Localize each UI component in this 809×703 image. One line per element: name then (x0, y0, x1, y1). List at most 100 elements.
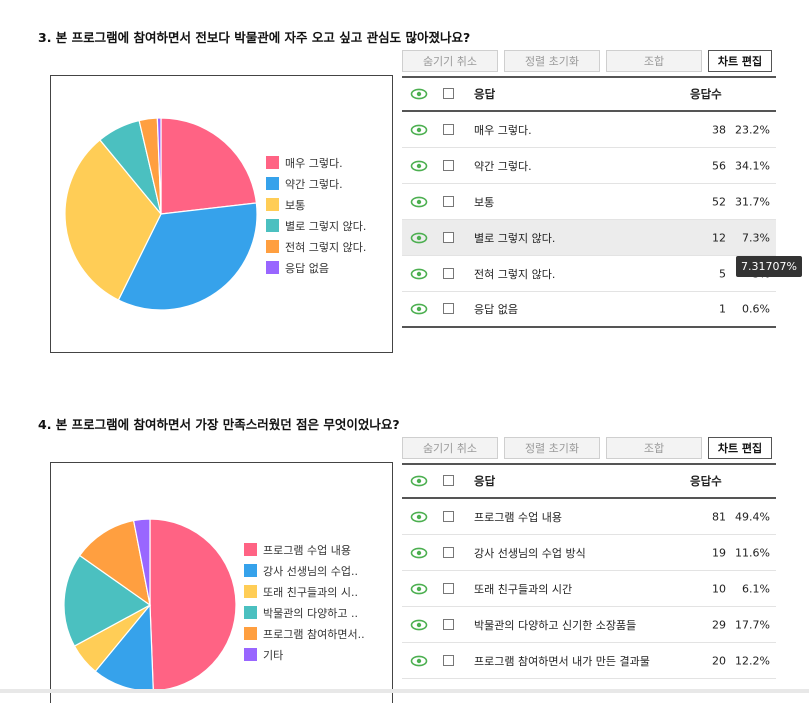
pie-chart-q4-svg (63, 518, 237, 692)
legend-item[interactable]: 매우 그렇다. (266, 152, 366, 173)
legend-swatch (266, 198, 279, 211)
pie-slice[interactable] (78, 519, 151, 607)
eye-icon[interactable] (410, 655, 428, 667)
row-checkbox[interactable] (443, 303, 454, 314)
pie-slice[interactable] (64, 139, 162, 301)
eye-icon[interactable] (410, 619, 428, 631)
response-table-q4: 응답 응답수 프로그램 수업 내용 81 49.4% 강사 선생님의 수업 방식… (402, 463, 776, 683)
row-checkbox[interactable] (443, 195, 454, 207)
row-label: 별로 그렇지 않다. (474, 231, 556, 245)
row-label: 약간 그렇다. (474, 159, 532, 173)
table-row[interactable]: 프로그램 참여하면서 내가 만든 결과물 20 12.2% (402, 643, 776, 679)
legend-label: 프로그램 참여하면서.. (263, 627, 365, 641)
legend-item[interactable]: 보통 (266, 194, 366, 215)
table-row[interactable]: 매우 그렇다. 38 23.2% (402, 112, 776, 148)
response-table-q3: 응답 응답수 매우 그렇다. 38 23.2% 약간 그렇다. 56 34.1%… (402, 76, 776, 330)
row-checkbox[interactable] (443, 159, 454, 171)
legend-item[interactable]: 강사 선생님의 수업.. (244, 560, 365, 581)
legend-item[interactable]: 프로그램 수업 내용 (244, 539, 365, 560)
row-count: 5 (719, 267, 726, 280)
pie-slice[interactable] (156, 117, 162, 215)
row-label: 프로그램 참여하면서 내가 만든 결과물 (474, 654, 650, 668)
legend-item[interactable]: 별로 그렇지 않다. (266, 215, 366, 236)
eye-icon[interactable] (410, 303, 428, 315)
row-checkbox[interactable] (443, 654, 454, 666)
edit-chart-button[interactable]: 차트 편집 (708, 437, 772, 459)
eye-icon[interactable] (410, 583, 428, 595)
row-count: 29 (712, 618, 726, 631)
table-row[interactable]: 프로그램 수업 내용 81 49.4% (402, 499, 776, 535)
eye-icon[interactable] (410, 511, 428, 523)
combine-button[interactable]: 조합 (606, 50, 702, 72)
table-row[interactable]: 박물관의 다양하고 신기한 소장품들 29 17.7% (402, 607, 776, 643)
table-row[interactable]: 보통 52 31.7% (402, 184, 776, 220)
row-checkbox[interactable] (443, 618, 454, 630)
legend-item[interactable]: 응답 없음 (266, 257, 366, 278)
eye-icon[interactable] (410, 124, 428, 136)
row-checkbox[interactable] (443, 510, 454, 522)
legend-item[interactable]: 전혀 그렇지 않다. (266, 236, 366, 257)
row-count: 10 (712, 582, 726, 595)
row-checkbox[interactable] (443, 123, 454, 135)
header-count[interactable]: 응답수 (690, 87, 722, 101)
legend-q3: 매우 그렇다. 약간 그렇다. 보통 별로 그렇지 않다. 전혀 그렇지 않다.… (266, 152, 366, 278)
select-all-checkbox[interactable] (443, 475, 454, 486)
pie-slice[interactable] (160, 117, 258, 215)
legend-item[interactable]: 약간 그렇다. (266, 173, 366, 194)
legend-swatch (244, 543, 257, 556)
eye-icon[interactable] (410, 160, 428, 172)
table-row-highlighted[interactable]: 별로 그렇지 않다. 12 7.3% (402, 220, 776, 256)
row-percent: 31.7% (735, 195, 770, 208)
row-percent: 6.1% (742, 582, 770, 595)
table-row[interactable]: 전혀 그렇지 않다. 5 3% (402, 256, 776, 292)
table-row[interactable]: 응답 없음 1 0.6% (402, 292, 776, 328)
eye-icon[interactable] (410, 268, 428, 280)
legend-item[interactable]: 기타 (244, 644, 365, 665)
eye-icon[interactable] (410, 232, 428, 244)
row-label: 또래 친구들과의 시간 (474, 582, 573, 596)
sort-reset-button[interactable]: 정렬 초기화 (504, 437, 600, 459)
eye-icon[interactable] (410, 475, 428, 487)
table-row[interactable]: 약간 그렇다. 56 34.1% (402, 148, 776, 184)
legend-swatch (244, 606, 257, 619)
row-checkbox[interactable] (443, 267, 454, 279)
legend-item[interactable]: 박물관의 다양하고 .. (244, 602, 365, 623)
table-row[interactable]: 강사 선생님의 수업 방식 19 11.6% (402, 535, 776, 571)
pie-slice[interactable] (117, 202, 258, 311)
select-all-checkbox[interactable] (443, 88, 454, 99)
row-checkbox[interactable] (443, 582, 454, 594)
legend-label: 기타 (263, 648, 284, 662)
hide-undo-button[interactable]: 숨기기 취소 (402, 50, 498, 72)
table-header: 응답 응답수 (402, 463, 776, 499)
legend-swatch (244, 564, 257, 577)
eye-icon[interactable] (410, 547, 428, 559)
header-count[interactable]: 응답수 (690, 474, 722, 488)
row-label: 강사 선생님의 수업 방식 (474, 546, 586, 560)
page-bottom-divider (0, 689, 809, 693)
edit-chart-button[interactable]: 차트 편집 (708, 50, 772, 72)
table-row[interactable]: 또래 친구들과의 시간 10 6.1% (402, 571, 776, 607)
row-label: 박물관의 다양하고 신기한 소장품들 (474, 618, 637, 632)
pie-slice[interactable] (63, 554, 152, 647)
legend-item[interactable]: 또래 친구들과의 시.. (244, 581, 365, 602)
row-checkbox[interactable] (443, 231, 454, 243)
pie-chart-q4: 프로그램 수업 내용 강사 선생님의 수업.. 또래 친구들과의 시.. 박물관… (50, 462, 393, 703)
legend-label: 박물관의 다양하고 .. (263, 606, 358, 620)
legend-swatch (266, 219, 279, 232)
header-response[interactable]: 응답 (474, 87, 496, 101)
sort-reset-button[interactable]: 정렬 초기화 (504, 50, 600, 72)
row-percent: 0.6% (742, 302, 770, 316)
hide-undo-button[interactable]: 숨기기 취소 (402, 437, 498, 459)
row-count: 52 (712, 195, 726, 208)
row-label: 매우 그렇다. (474, 123, 532, 137)
pie-slice[interactable] (149, 518, 237, 692)
legend-label: 약간 그렇다. (285, 177, 343, 191)
eye-icon[interactable] (410, 196, 428, 208)
pie-slice[interactable] (132, 518, 151, 606)
eye-icon[interactable] (410, 88, 428, 100)
legend-label: 강사 선생님의 수업.. (263, 564, 358, 578)
header-response[interactable]: 응답 (474, 474, 496, 488)
row-checkbox[interactable] (443, 546, 454, 558)
legend-item[interactable]: 프로그램 참여하면서.. (244, 623, 365, 644)
combine-button[interactable]: 조합 (606, 437, 702, 459)
